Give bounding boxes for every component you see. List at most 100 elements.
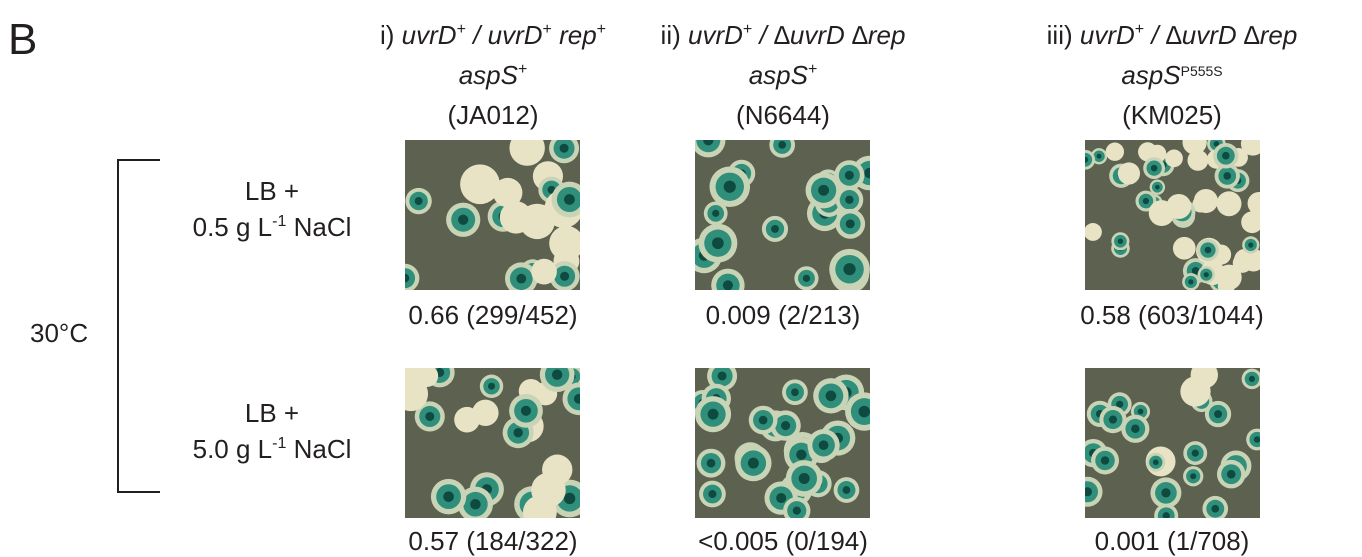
colony-core xyxy=(1082,157,1088,163)
colony xyxy=(509,130,544,165)
colony xyxy=(1182,130,1206,154)
sep: / xyxy=(1151,20,1158,50)
strain: (N6644) xyxy=(736,102,830,128)
result: <0.005 (0/194) xyxy=(698,528,868,554)
colony xyxy=(394,377,428,411)
column-line2: aspS+ xyxy=(749,62,818,88)
prefix: i) xyxy=(380,20,394,50)
sup: -1 xyxy=(272,435,286,452)
colony-core xyxy=(401,274,410,283)
colony-core xyxy=(778,141,786,149)
colony-core xyxy=(845,196,853,204)
plate xyxy=(394,357,596,529)
page: B i) uvrD+ / uvrD+ rep+ ii) uvrD+ / ∆uvr… xyxy=(0,0,1362,557)
colony-core xyxy=(560,272,569,281)
column-header: ii) uvrD+ / ∆uvrD ∆rep xyxy=(661,22,906,48)
colony-core xyxy=(796,450,806,460)
colony-core xyxy=(514,428,523,437)
colony xyxy=(1233,254,1252,273)
prefix: iii) xyxy=(1047,20,1073,50)
colony-core xyxy=(818,185,829,196)
colony-core xyxy=(1190,473,1196,479)
colony-core xyxy=(552,369,562,379)
colony-core xyxy=(826,391,837,402)
sup: -1 xyxy=(272,213,286,230)
colony-core xyxy=(708,490,716,498)
colony-core xyxy=(1214,410,1222,418)
colony xyxy=(549,226,584,261)
plate xyxy=(1072,361,1267,528)
condition: LB + xyxy=(245,400,299,426)
plate xyxy=(1075,130,1270,294)
colony-core xyxy=(443,491,454,502)
colony xyxy=(493,178,522,207)
colony-core xyxy=(1222,152,1230,160)
colony-core xyxy=(1155,185,1160,190)
colony xyxy=(1084,223,1102,241)
colony-core xyxy=(564,194,575,205)
conc: 5.0 g L xyxy=(193,434,273,464)
gene: uvrD xyxy=(488,20,543,50)
result: 0.58 (603/1044) xyxy=(1080,302,1264,328)
panel-label: B xyxy=(8,18,37,62)
colony-core xyxy=(781,421,790,430)
column-line2: aspS+ xyxy=(459,62,528,88)
colony-core xyxy=(793,507,801,515)
colony-core xyxy=(703,135,713,145)
colony-core xyxy=(859,406,870,417)
colony-core xyxy=(1163,512,1170,519)
gene: rep xyxy=(559,20,597,50)
condition: 5.0 g L-1 NaCl xyxy=(193,436,352,462)
salt: NaCl xyxy=(294,212,352,242)
gene: ∆uvrD ∆rep xyxy=(774,20,906,50)
colony-core xyxy=(1254,436,1261,443)
column-header: i) uvrD+ / uvrD+ rep+ xyxy=(380,22,606,48)
colony-core xyxy=(574,394,584,404)
colony-core xyxy=(1097,154,1102,159)
colony-core xyxy=(712,237,724,249)
result: 0.57 (184/322) xyxy=(408,528,577,554)
colony xyxy=(1241,211,1263,233)
sup: + xyxy=(1135,21,1144,38)
colony-core xyxy=(458,215,468,225)
colony-core xyxy=(707,459,716,468)
bracket xyxy=(118,160,160,492)
colony-core xyxy=(1223,172,1231,180)
strain: (KM025) xyxy=(1122,102,1222,128)
sep: / xyxy=(473,20,480,50)
plate xyxy=(690,361,884,524)
colony-core xyxy=(864,168,874,178)
colony-core xyxy=(1143,198,1149,204)
colony-core xyxy=(1151,165,1158,172)
colony-core xyxy=(819,440,829,450)
colony-core xyxy=(843,263,855,275)
colony-core xyxy=(1131,425,1139,433)
colony-core xyxy=(776,493,786,503)
plate xyxy=(391,130,588,295)
sup: + xyxy=(543,21,552,38)
sup: + xyxy=(808,61,817,78)
salt: NaCl xyxy=(294,434,352,464)
colony-core xyxy=(488,383,495,390)
colony-core xyxy=(845,171,854,180)
colony-core xyxy=(791,388,799,396)
colony-core xyxy=(470,499,481,510)
colony-core xyxy=(1227,470,1236,479)
result: 0.009 (2/213) xyxy=(706,302,861,328)
gene: aspS xyxy=(459,60,518,90)
colony-core xyxy=(718,371,727,380)
condition: 0.5 g L-1 NaCl xyxy=(193,214,352,240)
colony-core xyxy=(425,412,434,421)
colony-core xyxy=(1161,488,1170,497)
colony-core xyxy=(1118,239,1123,244)
colony-core xyxy=(1153,459,1159,465)
sup: P555S xyxy=(1181,63,1223,79)
colony xyxy=(1118,162,1140,184)
colony-core xyxy=(564,493,575,504)
colony xyxy=(531,259,557,285)
colony-core xyxy=(1192,450,1199,457)
prefix: ii) xyxy=(661,20,681,50)
colony-core xyxy=(748,458,759,469)
gene: uvrD xyxy=(1080,20,1135,50)
colony-core xyxy=(712,210,719,217)
